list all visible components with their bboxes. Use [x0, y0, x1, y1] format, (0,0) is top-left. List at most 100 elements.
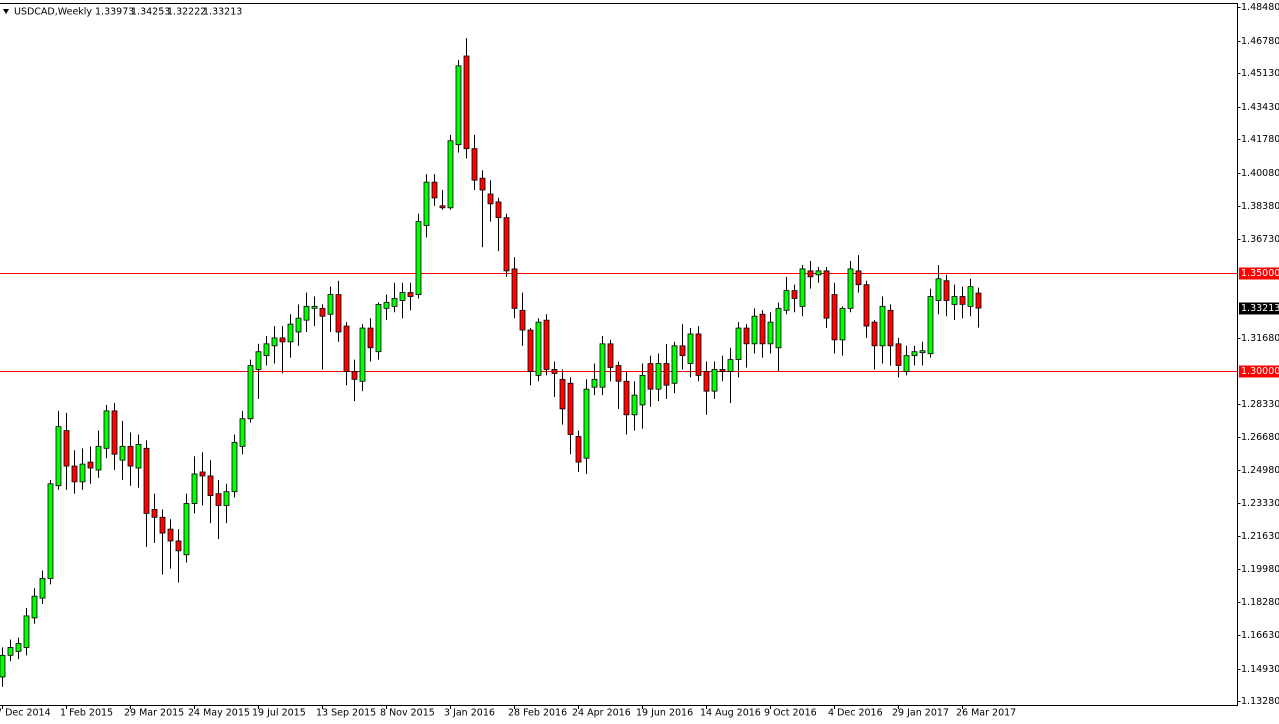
candle-body	[487, 193, 494, 205]
x-tick-label: 8 Nov 2015	[380, 708, 435, 719]
price-label-box	[1239, 302, 1279, 315]
candle-body	[495, 201, 502, 219]
candle-body	[183, 503, 190, 556]
candle-body	[935, 278, 942, 301]
x-tick-label: 29 Jan 2017	[892, 708, 949, 719]
candle-body	[319, 307, 326, 317]
x-tick-label: 28 Feb 2016	[508, 708, 567, 719]
candle-body	[887, 309, 894, 347]
y-tick-label: 1.46780	[1241, 36, 1279, 47]
y-tick-label: 1.19980	[1241, 564, 1279, 575]
candle-body	[575, 436, 582, 463]
candle-body	[903, 355, 910, 372]
y-tick-label: 1.14930	[1241, 664, 1279, 675]
candle-body	[39, 578, 46, 599]
candle-body	[591, 378, 598, 388]
y-tick-label: 1.28330	[1241, 399, 1279, 410]
candle-body	[959, 296, 966, 305]
candle-body	[551, 369, 558, 374]
x-tick-label: 19 Jun 2016	[636, 708, 693, 719]
x-tick-label: 14 Aug 2016	[700, 708, 761, 719]
x-tick-label: 1 Feb 2015	[60, 708, 113, 719]
candle-body	[711, 369, 718, 392]
candle-body	[895, 343, 902, 366]
x-tick-label: 29 Mar 2015	[124, 708, 184, 719]
candle-body	[719, 369, 726, 372]
candle-body	[167, 528, 174, 542]
candle-body	[95, 445, 102, 471]
y-tick-label: 1.16630	[1241, 630, 1279, 641]
candle-body	[663, 363, 670, 386]
candle-body	[399, 292, 406, 301]
candle-body	[847, 268, 854, 309]
candle-body	[447, 140, 454, 209]
candle-body	[439, 205, 446, 209]
candle-body	[647, 363, 654, 390]
candle-body	[303, 305, 310, 321]
candle-body	[807, 270, 814, 278]
candle-body	[271, 337, 278, 347]
candle-body	[383, 302, 390, 309]
candle-body	[695, 333, 702, 376]
candle-body	[343, 325, 350, 372]
candle-body	[879, 305, 886, 347]
candle-body	[287, 323, 294, 343]
high-value: 1.34253	[131, 7, 170, 18]
y-tick-label: 1.21630	[1241, 531, 1279, 542]
candle-body	[967, 286, 974, 307]
y-tick-label: 1.24980	[1241, 465, 1279, 476]
candle-body	[687, 333, 694, 364]
candle-body	[671, 345, 678, 384]
x-tick-label: 4 Dec 2016	[828, 708, 883, 719]
candle-body	[31, 595, 38, 619]
candle-body	[639, 374, 646, 406]
candle-body	[423, 181, 430, 226]
candle-body	[111, 410, 118, 455]
menu-icon[interactable]	[3, 9, 9, 14]
candle-body	[335, 294, 342, 333]
candle-body	[655, 363, 662, 390]
candle-body	[159, 516, 166, 534]
candle-body	[391, 298, 398, 307]
candle-body	[743, 327, 750, 345]
candle-body	[735, 327, 742, 360]
candle-body	[239, 418, 246, 447]
candle-body	[815, 270, 822, 276]
candle-body	[127, 445, 134, 467]
candle-body	[191, 473, 198, 504]
candle-body	[135, 443, 142, 469]
candle-body	[583, 388, 590, 459]
x-tick-label: 24 Apr 2016	[572, 708, 631, 719]
level-label: 1.30000	[1241, 366, 1279, 377]
candle-body	[431, 181, 438, 199]
candle-body	[831, 294, 838, 341]
candle-body	[407, 292, 414, 297]
candle-body	[415, 221, 422, 295]
candle-body	[463, 55, 470, 150]
y-tick-label: 1.31680	[1241, 333, 1279, 344]
candle-body	[543, 319, 550, 370]
candle-body	[263, 343, 270, 357]
candle-body	[15, 643, 22, 652]
candle-body	[367, 327, 374, 349]
candle-body	[511, 268, 518, 309]
candle-body	[799, 268, 806, 307]
candle-body	[871, 321, 878, 347]
candle-body	[791, 290, 798, 299]
candle-body	[775, 307, 782, 349]
candle-body	[63, 430, 70, 467]
candle-body	[143, 447, 150, 514]
candle-body	[951, 296, 958, 305]
level-label-box	[1239, 267, 1279, 280]
close-value: 1.33213	[203, 7, 242, 18]
candle-body	[255, 351, 262, 370]
candle-body	[911, 351, 918, 357]
candle-body	[519, 309, 526, 331]
candle-body	[855, 270, 862, 286]
y-tick-label: 1.45130	[1241, 68, 1279, 79]
candle-body	[279, 337, 286, 343]
candle-body	[623, 380, 630, 416]
candle-body	[199, 471, 206, 477]
